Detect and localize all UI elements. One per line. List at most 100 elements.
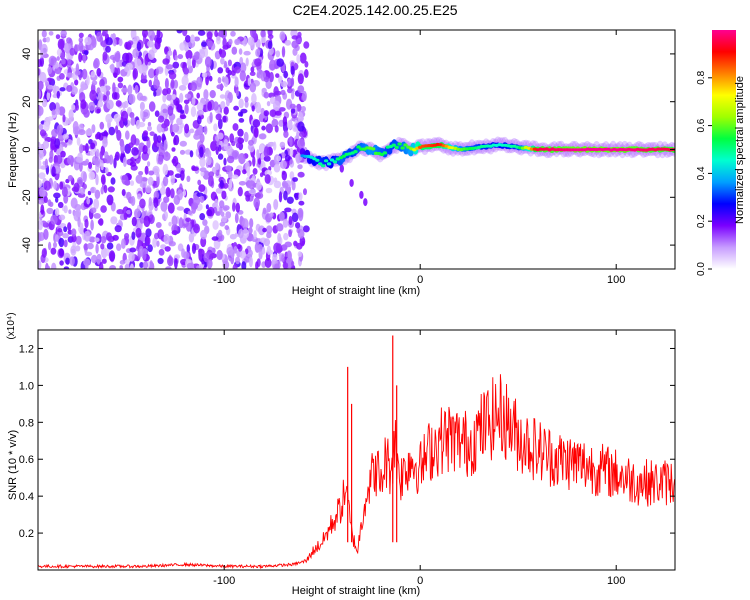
noise-blob [201,41,207,47]
noise-blob [197,30,206,36]
noise-blob [235,202,240,213]
branch-blob [363,198,368,207]
noise-blob [93,213,101,219]
ridge-core [332,160,338,164]
noise-blob [154,39,161,50]
noise-blob [217,153,224,160]
noise-blob [128,93,136,105]
noise-blob [120,110,129,122]
noise-blob [43,228,49,240]
noise-blob [171,230,178,236]
noise-blob [242,169,247,175]
noise-blob [218,144,222,152]
colorbar-tick-label: 0.8 [696,70,707,84]
noise-blob [78,144,84,154]
noise-blob [179,149,186,155]
noise-blob [172,94,176,100]
noise-blob [198,184,206,193]
colorbar-label: Normalized spectral amplitude [734,76,746,224]
noise-blob [273,180,282,189]
noise-blob [106,247,110,256]
noise-blob [55,108,61,115]
noise-blob [287,87,293,94]
noise-blob [130,195,136,207]
noise-blob [219,180,224,189]
noise-blob [139,182,147,188]
noise-blob [260,36,267,44]
noise-blob [247,77,252,87]
x-tick-label: 100 [607,575,625,587]
noise-blob [274,90,282,96]
noise-blob [290,65,295,75]
noise-blob [255,101,262,114]
noise-blob [113,113,121,123]
noise-blob [283,232,289,241]
noise-blob [105,167,109,174]
noise-blob [186,244,190,254]
noise-blob [183,99,190,105]
noise-blob [39,71,47,84]
noise-blob [53,192,61,199]
noise-blob [127,173,132,181]
noise-blob [296,227,301,234]
noise-blob [59,181,64,190]
noise-blob [244,100,249,108]
noise-blob [96,108,101,114]
noise-blob [102,137,108,148]
noise-blob [261,125,266,131]
noise-blob [162,213,166,220]
colorbar-tick-label: 0.2 [696,214,707,228]
noise-blob [303,188,307,196]
noise-blob [47,66,53,75]
branch-blob [359,190,364,199]
noise-blob [106,99,114,110]
y-tick-label: 0.2 [19,528,34,540]
noise-blob [217,118,223,130]
noise-blob [131,147,139,156]
noise-blob [162,163,169,176]
noise-blob [142,251,147,261]
noise-blob [40,204,45,216]
noise-blob [45,36,51,43]
noise-blob [68,209,72,214]
noise-blob [69,256,75,266]
noise-blob [234,66,241,74]
noise-blob [38,260,42,269]
noise-blob [107,186,115,193]
noise-blob [69,47,76,56]
branch-blob [349,178,354,187]
noise-blob [105,45,111,53]
noise-blob [74,79,79,86]
noise-blob [304,61,309,68]
spectrogram-y-ticks: -40 -20 0 20 40 [21,48,675,253]
noise-blob [54,138,61,149]
colorbar-tick-label: 0.6 [696,118,707,132]
noise-blob [190,34,196,44]
noise-blob [156,135,162,144]
noise-blob [217,132,224,140]
noise-blob [244,96,249,103]
noise-blob [78,32,84,38]
noise-blob [235,142,241,149]
noise-blob [49,201,54,207]
noise-blob [269,212,274,218]
noise-blob [151,32,156,39]
noise-blob [60,30,67,37]
noise-blob [203,125,208,135]
noise-blob [291,40,299,49]
noise-blob [49,102,56,112]
noise-blob [206,156,212,166]
noise-blob [207,150,212,159]
branch-blob [339,164,344,173]
noise-blob [278,107,286,112]
noise-blob [158,248,165,256]
noise-blob [159,186,166,195]
noise-blob [152,237,158,248]
noise-blob [172,155,179,167]
noise-blob [185,49,193,60]
noise-blob [206,31,213,40]
noise-blob [167,202,175,214]
noise-blob [124,66,130,73]
noise-blob [58,214,66,221]
noise-blob [163,151,171,161]
